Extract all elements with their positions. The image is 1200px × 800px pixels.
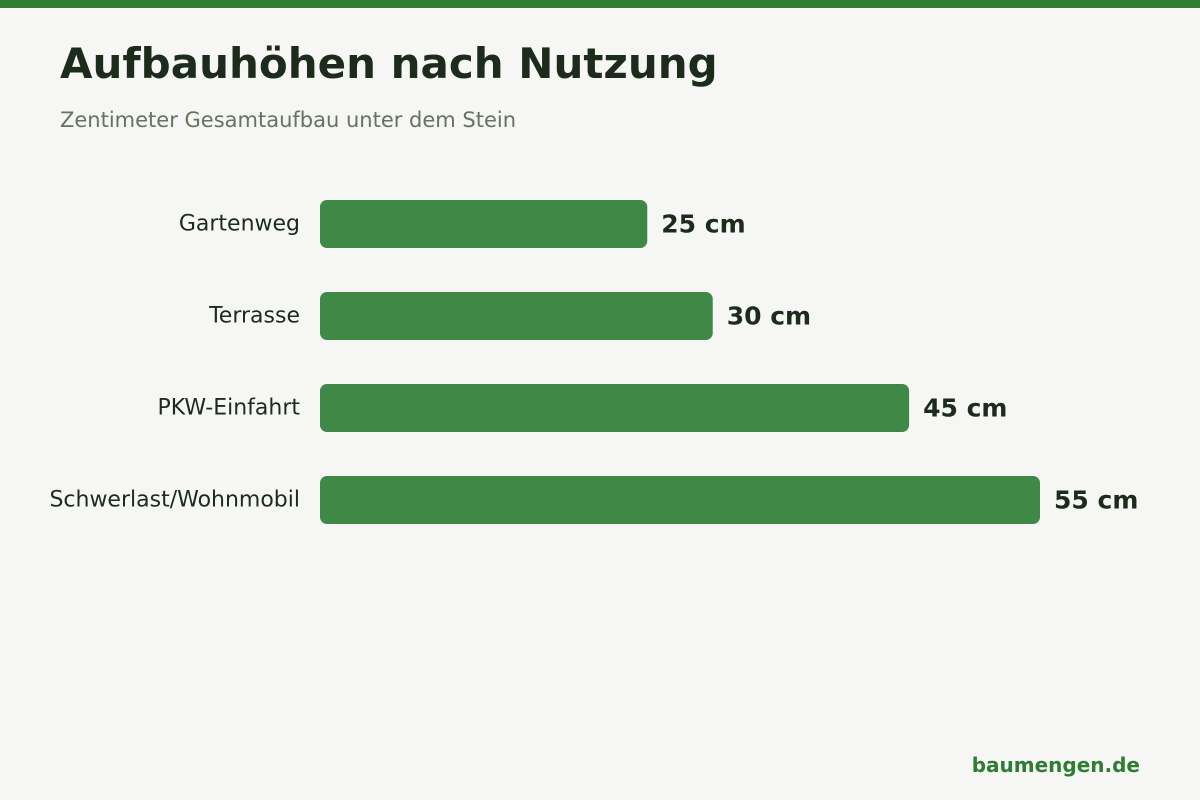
bar (320, 476, 1040, 524)
value-label: 30 cm (727, 302, 811, 331)
top-accent-bar (0, 0, 1200, 8)
chart-subtitle: Zentimeter Gesamtaufbau unter dem Stein (60, 108, 517, 132)
category-label: Gartenweg (179, 212, 300, 237)
value-label: 55 cm (1054, 486, 1138, 515)
category-label: Terrasse (208, 304, 300, 329)
bar (320, 200, 648, 248)
value-label: 45 cm (923, 394, 1007, 423)
category-label: Schwerlast/Wohnmobil (49, 488, 300, 513)
category-label: PKW-Einfahrt (157, 396, 300, 421)
source-label: baumengen.de (971, 753, 1140, 777)
value-label: 25 cm (661, 210, 745, 239)
bar (320, 384, 910, 432)
bar (320, 292, 713, 340)
chart-title: Aufbauhöhen nach Nutzung (60, 39, 718, 88)
